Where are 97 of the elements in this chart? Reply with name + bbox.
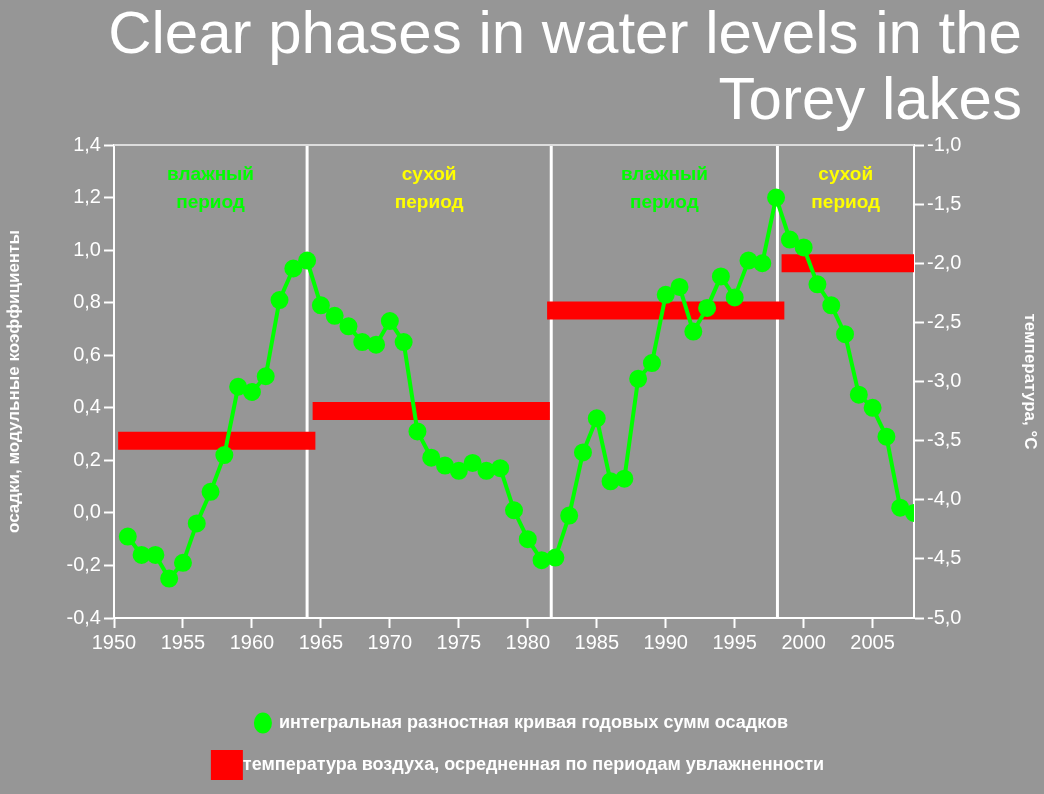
x-tick-label: 1960 bbox=[229, 630, 275, 653]
x-tick-label: 1950 bbox=[91, 630, 137, 653]
y-axis-title: осадки, модульные коэффициенты bbox=[3, 230, 23, 533]
point bbox=[367, 335, 386, 354]
point bbox=[863, 398, 882, 417]
y2-tick-label: -4,0 bbox=[927, 487, 962, 510]
x-tick-label: 2000 bbox=[781, 630, 826, 653]
y-tick-label: 0,2 bbox=[73, 447, 101, 470]
point bbox=[560, 506, 579, 525]
point bbox=[767, 188, 786, 207]
y-tick-label: 0,0 bbox=[73, 500, 101, 523]
x-tick-label: 1995 bbox=[712, 630, 757, 653]
x-tick-label: 1975 bbox=[436, 630, 482, 653]
y-tick-label: 0,4 bbox=[73, 395, 101, 418]
y2-tick-label: -2,5 bbox=[927, 309, 962, 332]
point bbox=[573, 443, 592, 462]
point bbox=[601, 472, 620, 491]
legend-label: температура воздуха, осредненная по периодам увлажненности bbox=[242, 753, 825, 774]
y-tick-label: -0,4 bbox=[66, 605, 101, 628]
point bbox=[822, 296, 841, 315]
point bbox=[173, 553, 192, 572]
point bbox=[408, 422, 427, 441]
point bbox=[353, 333, 372, 352]
point bbox=[160, 569, 179, 588]
point bbox=[311, 296, 330, 315]
y2-axis-title: температура, °C bbox=[1021, 313, 1041, 450]
point bbox=[422, 448, 441, 467]
point bbox=[711, 267, 730, 286]
point bbox=[725, 288, 744, 307]
y-tick-label: 0,6 bbox=[73, 342, 101, 365]
point bbox=[491, 459, 510, 478]
y2-tick-label: -1,5 bbox=[927, 191, 962, 214]
point bbox=[891, 498, 910, 517]
y2-tick-label: -5,0 bbox=[927, 605, 962, 628]
point bbox=[229, 377, 248, 396]
point bbox=[242, 383, 261, 402]
y2-tick-label: -2,0 bbox=[927, 250, 962, 273]
point bbox=[298, 251, 317, 270]
point bbox=[394, 333, 413, 352]
point bbox=[615, 469, 634, 488]
y-tick-label: 0,8 bbox=[73, 290, 101, 313]
y2-tick-label: -1,0 bbox=[927, 132, 962, 155]
point bbox=[339, 317, 358, 336]
x-tick-label: 2005 bbox=[850, 630, 895, 653]
point bbox=[201, 482, 220, 501]
y-tick-label: 1,2 bbox=[73, 185, 101, 208]
point bbox=[642, 354, 661, 373]
chart-title: Clear phases in water levels in the Torey lakes bbox=[107, 0, 1022, 132]
point bbox=[739, 251, 758, 270]
annotation: влажный период bbox=[620, 163, 708, 213]
point bbox=[284, 259, 303, 278]
annotation: сухой период bbox=[811, 163, 881, 213]
x-tick-label: 1970 bbox=[367, 630, 413, 653]
x-tick-label: 1985 bbox=[574, 630, 620, 653]
point bbox=[670, 277, 689, 296]
point bbox=[780, 230, 799, 249]
point bbox=[698, 298, 717, 317]
y-tick-label: 1,0 bbox=[73, 237, 101, 260]
point bbox=[215, 446, 234, 465]
x-tick-label: 1955 bbox=[160, 630, 206, 653]
point bbox=[532, 551, 551, 570]
point bbox=[187, 514, 206, 533]
point bbox=[629, 369, 648, 388]
y2-tick-label: -4,5 bbox=[927, 546, 962, 569]
point bbox=[753, 254, 772, 273]
point bbox=[463, 453, 482, 472]
point bbox=[118, 527, 137, 546]
point bbox=[270, 291, 289, 310]
point bbox=[849, 385, 868, 404]
y2-tick-label: -3,5 bbox=[927, 428, 962, 451]
y2-tick-label: -3,0 bbox=[927, 369, 962, 392]
point bbox=[877, 427, 896, 446]
point bbox=[436, 456, 455, 475]
annotation: влажный период bbox=[167, 163, 255, 213]
point bbox=[146, 545, 165, 564]
point bbox=[587, 409, 606, 428]
point bbox=[656, 285, 675, 304]
point bbox=[836, 325, 855, 344]
point bbox=[684, 322, 703, 341]
point bbox=[477, 461, 496, 480]
point bbox=[325, 306, 344, 325]
point bbox=[546, 548, 565, 567]
point bbox=[380, 312, 399, 331]
x-tick-label: 1990 bbox=[643, 630, 688, 653]
point bbox=[794, 238, 813, 257]
point bbox=[256, 367, 275, 386]
annotation: сухой период bbox=[394, 163, 464, 213]
legend-label: интегральная разностная кривая годовых сумм осадков bbox=[278, 711, 789, 732]
y-tick-label: -0,2 bbox=[66, 552, 101, 575]
point bbox=[808, 275, 827, 294]
point bbox=[505, 501, 523, 520]
point bbox=[132, 545, 151, 564]
x-tick-label: 1965 bbox=[298, 630, 344, 653]
x-tick-label: 1980 bbox=[505, 630, 551, 653]
point bbox=[449, 461, 468, 480]
y-tick-label: 1,4 bbox=[73, 132, 101, 155]
point bbox=[518, 530, 537, 549]
